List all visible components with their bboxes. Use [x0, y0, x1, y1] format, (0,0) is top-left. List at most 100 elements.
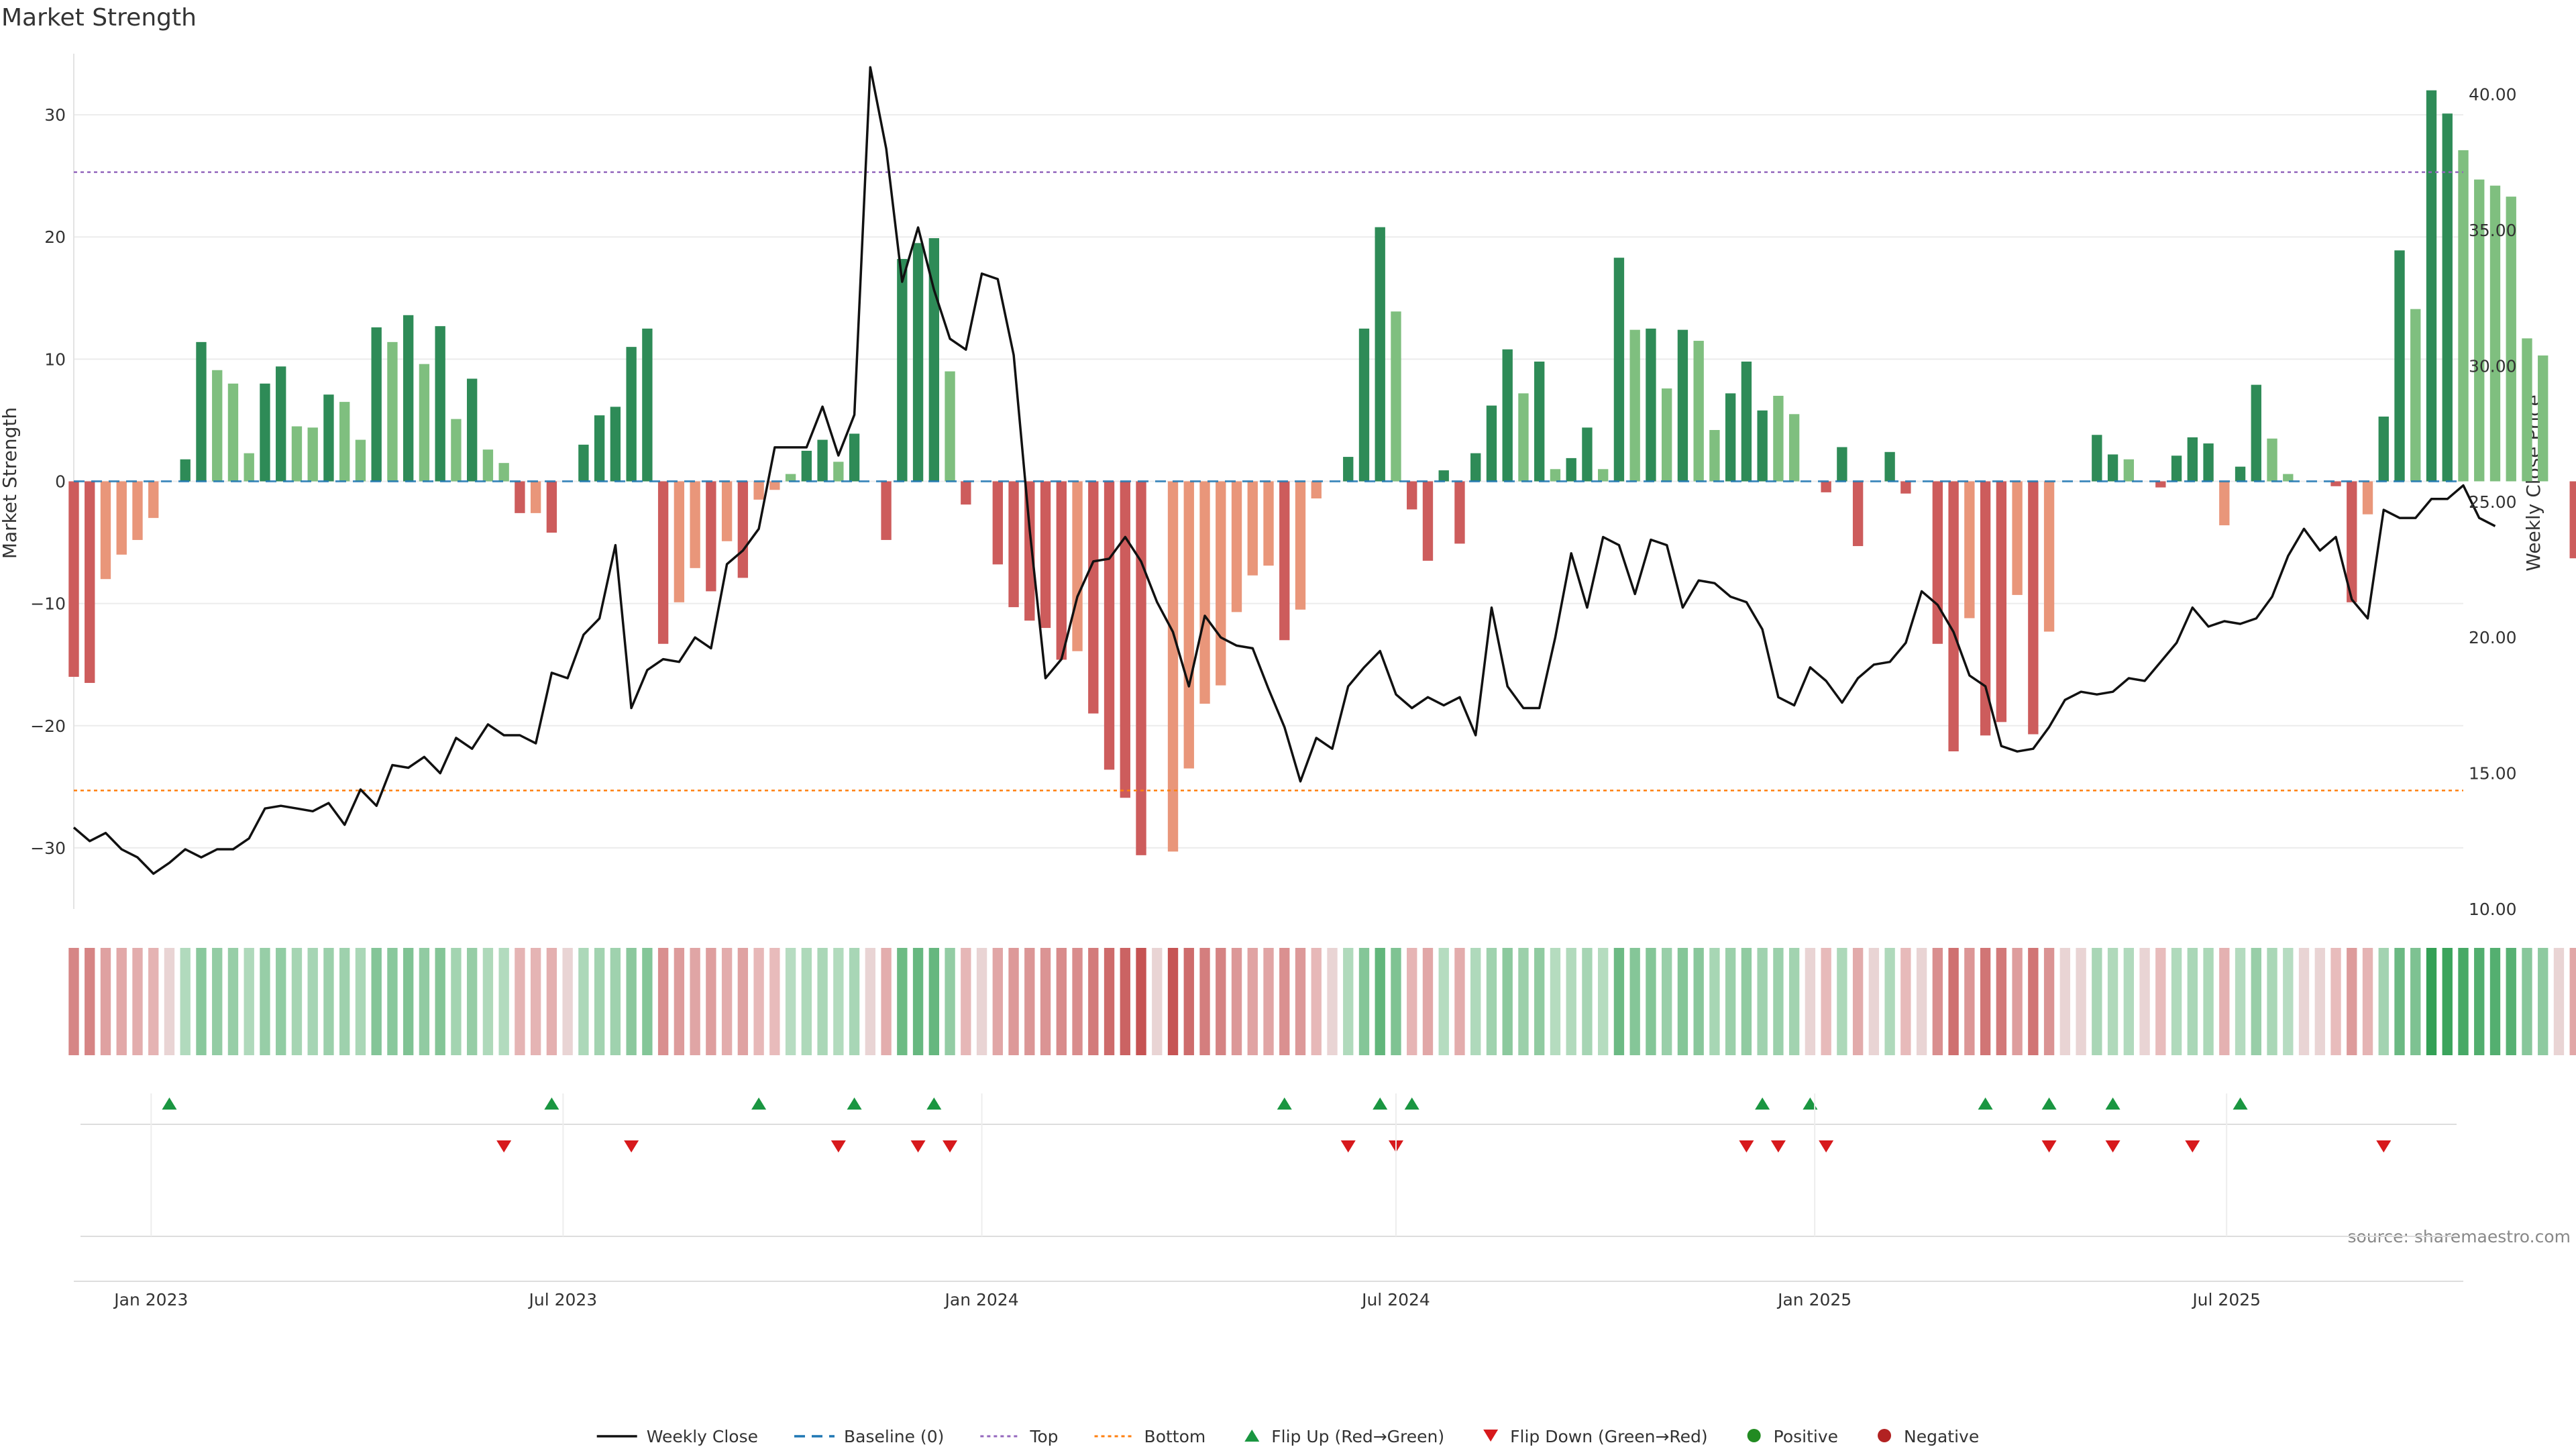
x-axis-ticks: Jan 2023 Jul 2023 Jan 2024 Jul 2024 Jan 2025… [113, 1093, 2261, 1309]
heatmap-cell [1613, 948, 1625, 1055]
heatmap-cell [2059, 948, 2071, 1055]
heatmap-cell [2553, 948, 2565, 1055]
strength-bar [1661, 388, 1672, 482]
strength-bar [307, 427, 318, 482]
strength-bar [116, 481, 127, 555]
heatmap-cell [2298, 948, 2310, 1055]
axes [73, 54, 2463, 1282]
heatmap-cell [594, 948, 605, 1055]
strength-bar [1613, 258, 1625, 482]
legend-item-flip-up: Flip Up (Red→Green) [1244, 1427, 1444, 1446]
heatmap-cell [1900, 948, 1911, 1055]
heatmap-cell [897, 948, 908, 1055]
heatmap-cell [610, 948, 621, 1055]
strength-bar [1136, 481, 1146, 855]
strength-bar [2251, 384, 2261, 482]
strength-bar [85, 481, 95, 684]
heatmap-cell [1104, 948, 1115, 1055]
heatmap-cell [1884, 948, 1895, 1055]
flip-down-marker [1340, 1140, 1356, 1152]
strength-bar [2410, 309, 2421, 482]
strength-bar [435, 326, 445, 482]
flip-down-marker [910, 1140, 926, 1152]
heatmap-cell [1008, 948, 1019, 1055]
legend-item-close: Weekly Close [596, 1427, 758, 1446]
strength-bar [2506, 197, 2516, 482]
heatmap-cell [387, 948, 398, 1055]
heatmap-cell [578, 948, 589, 1055]
heatmap-cell [1725, 948, 1736, 1055]
flip-down-marker [1770, 1140, 1786, 1152]
strength-bar [945, 371, 955, 482]
heatmap-cell [1534, 948, 1545, 1055]
strength-bar [881, 481, 892, 540]
heatmap-cell [1677, 948, 1688, 1055]
strength-bar [276, 366, 286, 482]
heatmap-cell [482, 948, 494, 1055]
y-tick-label-right: 15.00 [2469, 764, 2517, 784]
strength-bar [610, 407, 621, 482]
strength-bar [419, 364, 430, 482]
flip-up-marker [1803, 1097, 1818, 1110]
strength-bar [1534, 362, 1545, 482]
heatmap-cell [1502, 948, 1513, 1055]
strength-bar [68, 481, 79, 677]
heatmap-cell [1837, 948, 1847, 1055]
flip-up-marker [751, 1097, 767, 1110]
threshold-lines [74, 171, 2463, 792]
heatmap-cell [1805, 948, 1816, 1055]
heatmap-cell [85, 948, 95, 1055]
strength-bar [1502, 349, 1513, 482]
strength-bar [1821, 481, 1831, 492]
flip-down-marker [2105, 1140, 2121, 1152]
strength-bar [148, 481, 159, 519]
strength-bar [2442, 113, 2453, 482]
heatmap-cell [881, 948, 892, 1055]
strength-bar [2330, 481, 2341, 486]
legend-label: Negative [1904, 1427, 1979, 1446]
heatmap-cell [1391, 948, 1401, 1055]
legend-label: Top [1029, 1427, 1058, 1446]
strength-bar [1646, 328, 1656, 482]
heatmap-cell [2410, 948, 2421, 1055]
strength-bar [1566, 458, 1576, 482]
strength-bar [626, 347, 637, 482]
heatmap-cell [132, 948, 143, 1055]
y-tick-label-right: 10.00 [2469, 900, 2517, 919]
flip-down-marker [1819, 1140, 1834, 1152]
flip-down-marker [2041, 1140, 2057, 1152]
y-tick-label-right: 20.00 [2469, 628, 2517, 647]
y-tick-label-right: 25.00 [2469, 492, 2517, 512]
heatmap-cell [642, 948, 653, 1055]
strength-bar [355, 439, 366, 482]
heatmap-cell [2489, 948, 2501, 1055]
strength-bar [1964, 481, 1975, 619]
heatmap-cell [466, 948, 478, 1055]
heatmap-cell [2362, 948, 2373, 1055]
y-axis-right-ticks: 10.00 15.00 20.00 25.00 30.00 35.00 40.00 [2469, 85, 2517, 919]
heatmap-cell [1741, 948, 1752, 1055]
heatmap-cell [1821, 948, 1831, 1055]
flip-markers-panel [162, 1097, 2392, 1152]
strength-bar [1629, 329, 1640, 482]
heatmap-cell [1136, 948, 1146, 1055]
y-tick-label-left: 0 [55, 472, 66, 492]
strength-bar [371, 327, 382, 482]
heatmap-cell [1518, 948, 1529, 1055]
heatmap-cell [196, 948, 207, 1055]
heatmap-cell [706, 948, 716, 1055]
heatmap-cell [1709, 948, 1720, 1055]
heatmap-cell [1693, 948, 1704, 1055]
flip-up-marker [162, 1097, 177, 1110]
y-tick-label-right: 40.00 [2469, 85, 2517, 105]
heatmap-cell [817, 948, 828, 1055]
strength-bar [1104, 481, 1115, 770]
strength-bar [2123, 459, 2134, 482]
heatmap-cell [2283, 948, 2294, 1055]
strength-bar [515, 481, 525, 513]
heatmap-cell [1088, 948, 1099, 1055]
heatmap-cell [1327, 948, 1338, 1055]
heatmap-cell [1311, 948, 1322, 1055]
heatmap-cell [1358, 948, 1370, 1055]
heatmap-cell [1295, 948, 1306, 1055]
